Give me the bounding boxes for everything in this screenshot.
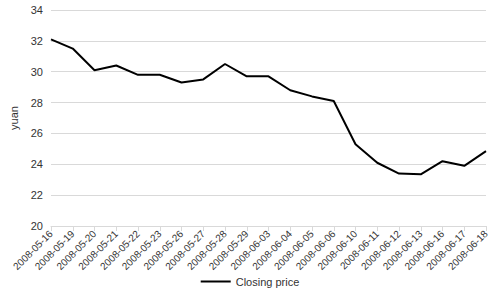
- svg-text:30: 30: [31, 66, 43, 78]
- svg-text:2008-05-21: 2008-05-21: [76, 228, 121, 272]
- svg-text:2008-06-06: 2008-06-06: [293, 228, 338, 272]
- svg-text:2008-06-17: 2008-06-17: [424, 228, 469, 272]
- svg-text:2008-05-22: 2008-05-22: [98, 228, 142, 272]
- svg-text:yuan: yuan: [8, 106, 20, 130]
- svg-text:2008-06-03: 2008-06-03: [228, 228, 273, 272]
- svg-text:2008-06-12: 2008-06-12: [359, 228, 403, 272]
- svg-text:2008-06-16: 2008-06-16: [402, 228, 447, 272]
- svg-text:2008-05-26: 2008-05-26: [141, 228, 186, 272]
- svg-text:2008-06-04: 2008-06-04: [250, 228, 295, 272]
- svg-text:20: 20: [31, 220, 43, 232]
- svg-text:2008-06-18: 2008-06-18: [446, 228, 490, 272]
- svg-text:2008-05-20: 2008-05-20: [54, 228, 99, 272]
- svg-text:22: 22: [31, 189, 43, 201]
- svg-text:2008-05-29: 2008-05-29: [206, 228, 251, 272]
- svg-text:26: 26: [31, 127, 43, 139]
- svg-text:Closing price: Closing price: [236, 276, 300, 288]
- svg-text:34: 34: [31, 4, 43, 16]
- svg-text:32: 32: [31, 35, 43, 47]
- svg-text:2008-06-11: 2008-06-11: [337, 228, 382, 272]
- svg-text:2008-05-16: 2008-05-16: [11, 228, 55, 272]
- svg-text:2008-06-13: 2008-06-13: [380, 228, 425, 272]
- svg-text:2008-05-27: 2008-05-27: [163, 228, 208, 272]
- svg-text:2008-06-05: 2008-06-05: [272, 228, 316, 272]
- svg-text:24: 24: [31, 158, 43, 170]
- svg-text:2008-06-10: 2008-06-10: [315, 228, 360, 272]
- svg-text:2008-05-19: 2008-05-19: [32, 228, 77, 272]
- svg-text:2008-05-28: 2008-05-28: [185, 228, 229, 272]
- svg-text:28: 28: [31, 97, 43, 109]
- svg-text:2008-05-23: 2008-05-23: [119, 228, 164, 272]
